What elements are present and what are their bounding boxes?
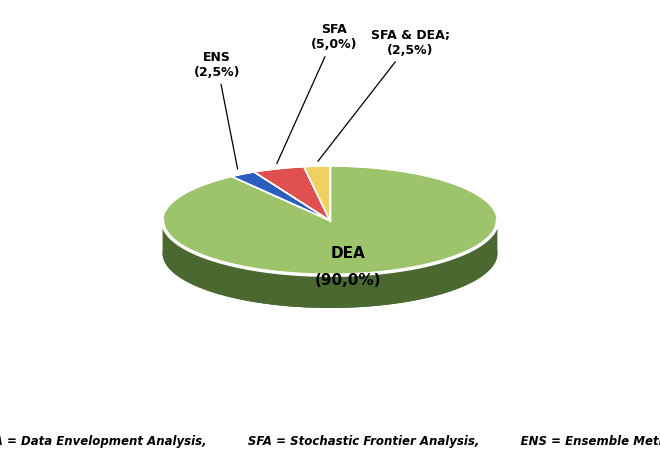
PathPatch shape — [304, 166, 330, 221]
Text: DEA: DEA — [331, 246, 366, 261]
PathPatch shape — [232, 172, 330, 221]
PathPatch shape — [254, 167, 330, 221]
Text: DEA = Data Envelopment Analysis,          SFA = Stochastic Frontier Analysis,   : DEA = Data Envelopment Analysis, SFA = S… — [0, 435, 660, 448]
Polygon shape — [162, 221, 498, 308]
Ellipse shape — [162, 199, 498, 308]
PathPatch shape — [162, 166, 498, 275]
Text: SFA
(5,0%): SFA (5,0%) — [277, 24, 357, 164]
Text: SFA & DEA;
(2,5%): SFA & DEA; (2,5%) — [318, 29, 449, 161]
Text: ENS
(2,5%): ENS (2,5%) — [194, 51, 240, 169]
Text: (90,0%): (90,0%) — [315, 273, 381, 288]
